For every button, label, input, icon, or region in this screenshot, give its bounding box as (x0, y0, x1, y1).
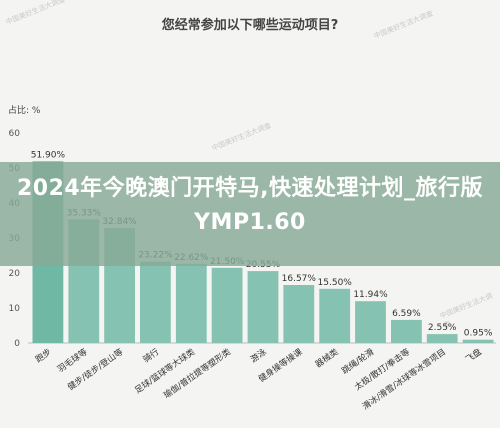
data-label: 2.55% (428, 323, 457, 333)
data-label: 16.57% (282, 274, 317, 284)
bar (140, 261, 171, 343)
bar (211, 267, 243, 344)
data-label: 6.59% (392, 309, 421, 319)
x-tick-label: 器械类 (313, 346, 341, 370)
bar (391, 319, 422, 343)
y-tick-label: 10 (9, 304, 21, 314)
x-tick-label: 瑜伽/普拉提等塑形类 (162, 346, 234, 401)
data-label: 11.94% (353, 290, 388, 300)
bar (426, 334, 458, 343)
x-tick-label: 足球/篮球等大球类 (133, 346, 198, 396)
bar (462, 339, 494, 343)
bar (319, 288, 351, 344)
bar (283, 285, 315, 343)
y-axis-label: 占比: % (8, 106, 41, 116)
chart-title: 您经常参加以下哪些运动项目? (161, 18, 339, 33)
y-tick-label: 60 (9, 129, 21, 139)
bar (247, 271, 279, 343)
x-tick-label: 跑步 (33, 346, 53, 365)
data-label: 51.90% (31, 150, 66, 160)
y-tick-label: 20 (9, 269, 21, 279)
data-label: 0.95% (464, 329, 493, 339)
bar (355, 301, 386, 343)
bar (175, 263, 207, 343)
data-label: 15.50% (318, 278, 353, 288)
x-tick-label: 飞盘 (464, 346, 485, 365)
x-tick-label: 骑行 (141, 346, 162, 365)
headline-text: 2024年今晚澳门开特马,快速处理计划_旅行版YMP1.60 (16, 176, 484, 235)
y-tick-label: 0 (14, 339, 20, 349)
x-tick-label: 游泳 (248, 346, 269, 365)
headline-banner (0, 162, 500, 266)
